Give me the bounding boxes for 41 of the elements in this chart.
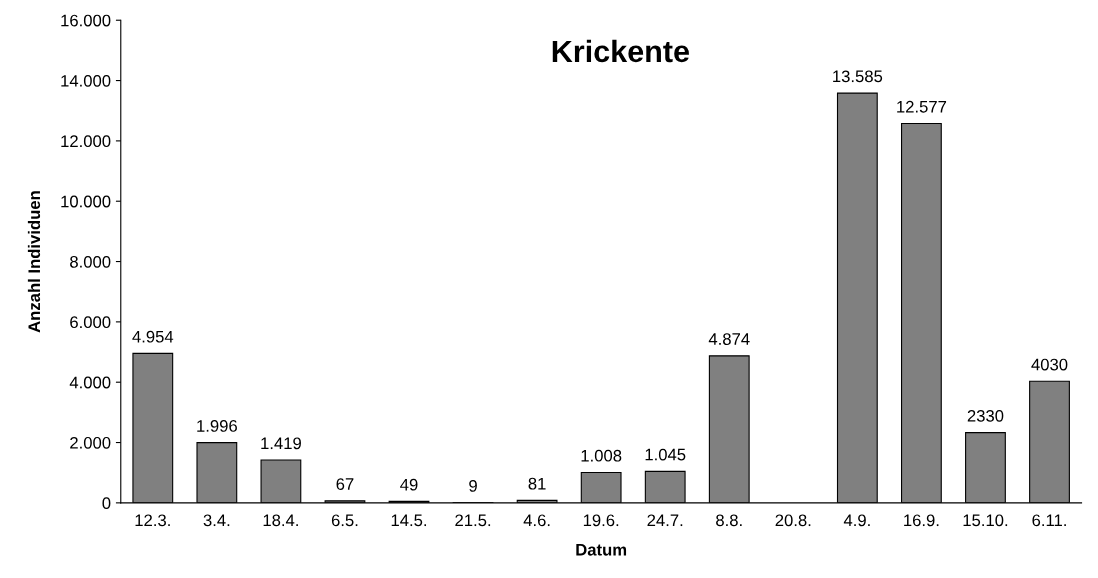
x-tick-label: 15.10. [963,514,1008,527]
x-tick-label: 18.4. [263,514,298,527]
y-tick-label: 4.000 [69,376,111,389]
data-label: 4.954 [132,330,174,343]
data-label: 13.585 [833,70,883,83]
y-tick-label: 14.000 [61,74,111,87]
y-tick-label: 10.000 [61,195,111,208]
x-tick-label: 16.9. [904,514,939,527]
data-label: 4030 [1031,358,1068,371]
data-label: 2330 [967,409,1004,422]
data-label: 4.874 [708,333,750,345]
data-label: 49 [400,478,418,491]
x-axis-title: Datum [576,544,627,556]
x-tick-label: 4.9. [843,514,870,527]
x-tick-label: 19.6. [583,514,619,527]
x-tick-label: 14.5. [391,514,427,527]
x-tick-label: 6.5. [331,514,358,527]
x-tick-label: 4.6. [523,514,550,527]
y-tick-label: 6.000 [70,316,111,329]
y-tick-label: 16.000 [61,14,111,27]
x-tick-label: 20.8. [775,514,811,527]
x-tick-label: 24.7. [647,514,683,527]
data-label: 12.577 [897,100,947,113]
data-label: 67 [336,478,354,490]
x-tick-label: 3.4. [203,514,230,527]
x-tick-label: 12.3. [135,514,170,527]
y-axis-title: Anzahl Individuen [27,191,41,333]
y-tick-label: 0 [102,497,111,510]
data-label: 1.045 [645,448,686,461]
x-tick-label: 6.11. [1032,514,1066,527]
data-label: 1.996 [197,420,237,432]
y-tick-label: 2.000 [70,436,111,449]
x-tick-label: 8.8. [716,514,742,527]
data-label: 81 [528,477,546,490]
x-tick-label: 21.5. [455,514,491,527]
text: Krickente [552,39,689,63]
data-label: 1.008 [581,449,622,462]
data-label: 9 [469,479,477,492]
y-tick-label: 8.000 [70,255,111,268]
data-label: 1.419 [261,437,301,450]
y-tick-label: 12.000 [61,135,111,148]
